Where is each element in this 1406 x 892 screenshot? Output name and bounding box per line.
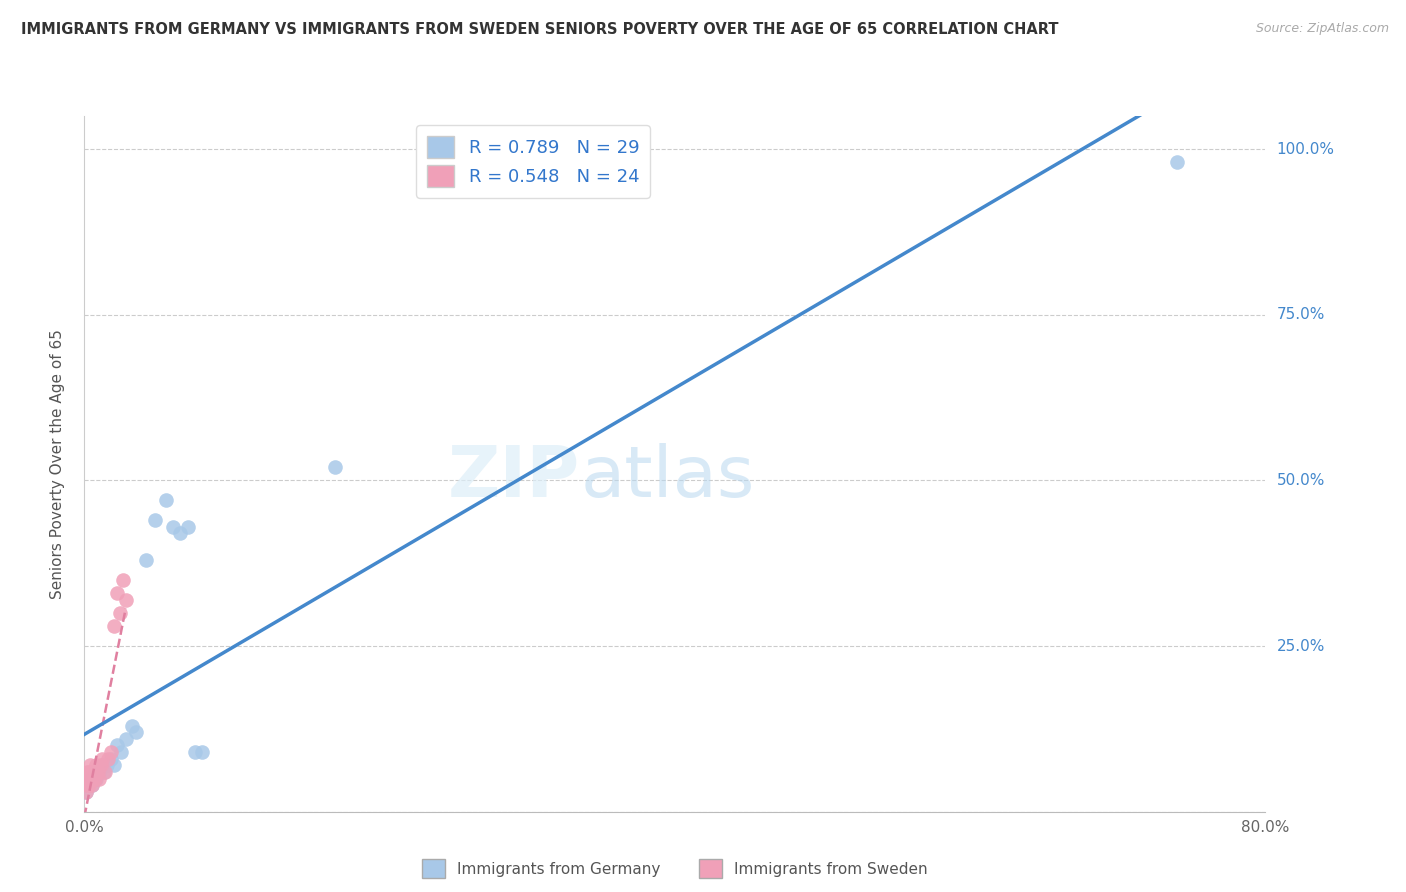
- Point: [162, 520, 184, 534]
- Point: [100, 752, 122, 766]
- Point: [111, 573, 134, 587]
- Point: [83, 772, 105, 786]
- Point: [75, 772, 97, 786]
- Point: [135, 553, 157, 567]
- Point: [108, 606, 131, 620]
- Point: [87, 764, 111, 779]
- Point: [103, 619, 125, 633]
- Text: ZIP: ZIP: [449, 443, 581, 512]
- Point: [75, 785, 97, 799]
- Point: [82, 764, 104, 779]
- Point: [86, 764, 108, 779]
- Point: [100, 745, 122, 759]
- Point: [169, 526, 191, 541]
- Point: [94, 764, 117, 779]
- Point: [93, 764, 115, 779]
- Point: [80, 778, 103, 792]
- Point: [184, 745, 207, 759]
- Y-axis label: Seniors Poverty Over the Age of 65: Seniors Poverty Over the Age of 65: [51, 329, 65, 599]
- Point: [110, 745, 132, 759]
- Point: [91, 758, 114, 772]
- Point: [1166, 155, 1188, 169]
- Point: [125, 725, 148, 739]
- Point: [76, 764, 98, 779]
- Point: [97, 752, 120, 766]
- Point: [91, 752, 114, 766]
- Text: IMMIGRANTS FROM GERMANY VS IMMIGRANTS FROM SWEDEN SENIORS POVERTY OVER THE AGE O: IMMIGRANTS FROM GERMANY VS IMMIGRANTS FR…: [21, 22, 1059, 37]
- Text: atlas: atlas: [581, 443, 755, 512]
- Point: [79, 772, 101, 786]
- Point: [84, 772, 107, 786]
- Point: [114, 731, 136, 746]
- Point: [77, 778, 100, 792]
- Point: [79, 758, 101, 772]
- Point: [75, 785, 97, 799]
- Point: [114, 592, 136, 607]
- Point: [79, 772, 101, 786]
- Point: [143, 513, 166, 527]
- Point: [83, 764, 105, 779]
- Point: [80, 778, 103, 792]
- Text: Source: ZipAtlas.com: Source: ZipAtlas.com: [1256, 22, 1389, 36]
- Text: 25.0%: 25.0%: [1277, 639, 1324, 654]
- Point: [84, 758, 107, 772]
- Point: [87, 772, 111, 786]
- Point: [105, 739, 128, 753]
- Point: [155, 493, 177, 508]
- Point: [82, 772, 104, 786]
- Text: 100.0%: 100.0%: [1277, 142, 1334, 157]
- Point: [90, 758, 112, 772]
- Point: [191, 745, 214, 759]
- Point: [323, 460, 347, 475]
- Point: [105, 586, 128, 600]
- Point: [96, 758, 118, 772]
- Point: [177, 520, 200, 534]
- Point: [76, 778, 98, 792]
- Legend: Immigrants from Germany, Immigrants from Sweden: Immigrants from Germany, Immigrants from…: [416, 854, 934, 884]
- Text: 75.0%: 75.0%: [1277, 307, 1324, 322]
- Text: 50.0%: 50.0%: [1277, 473, 1324, 488]
- Point: [77, 778, 100, 792]
- Point: [103, 758, 125, 772]
- Point: [76, 778, 98, 792]
- Point: [77, 764, 100, 779]
- Point: [121, 718, 143, 732]
